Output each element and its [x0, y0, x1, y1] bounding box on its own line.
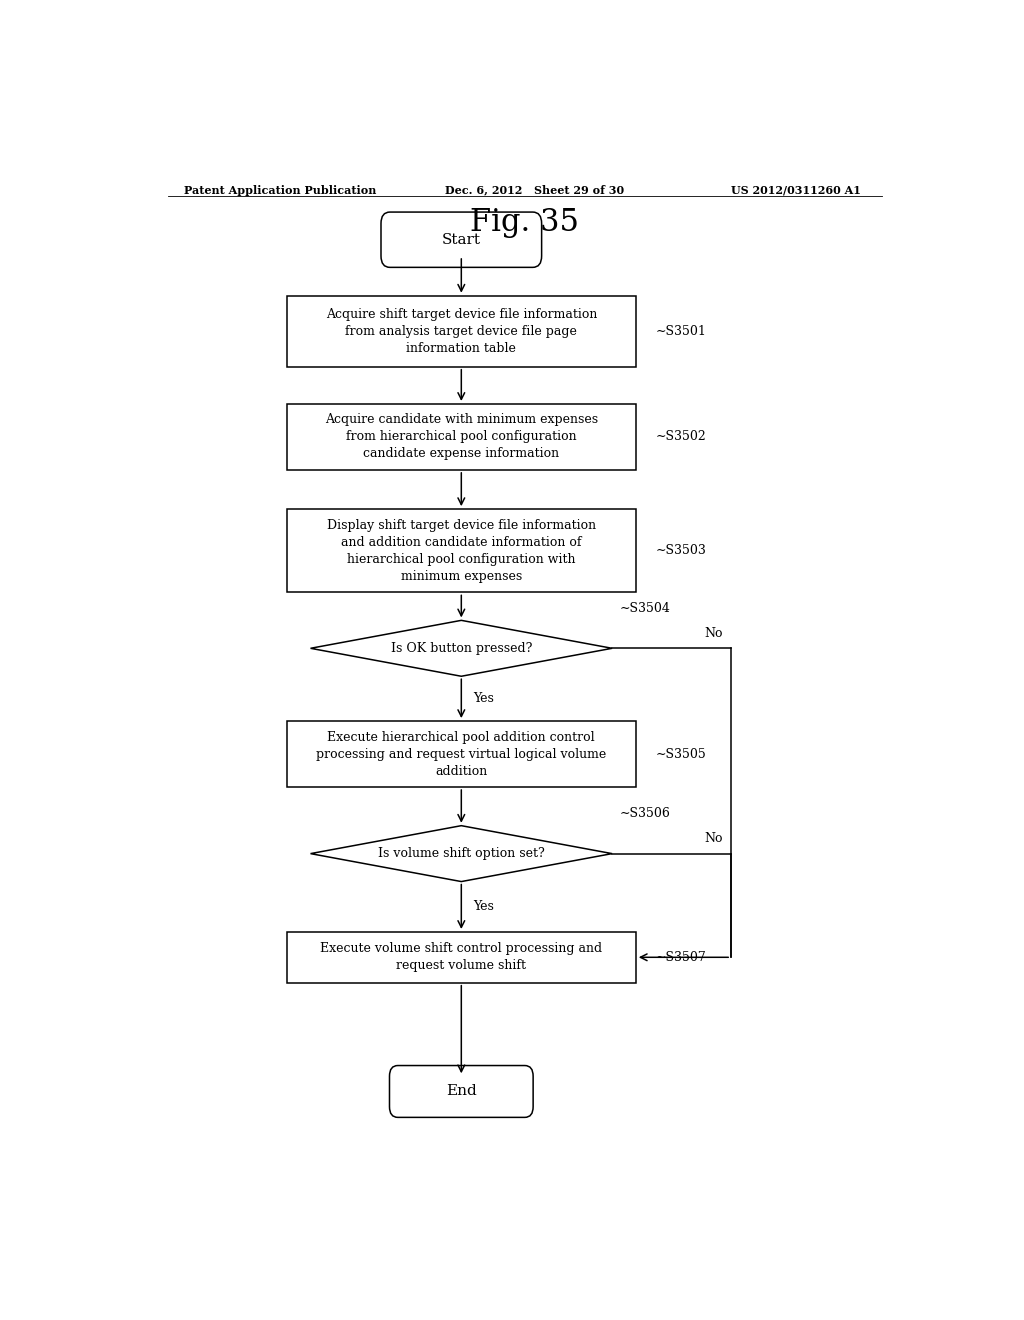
Text: Dec. 6, 2012   Sheet 29 of 30: Dec. 6, 2012 Sheet 29 of 30 [445, 185, 625, 195]
Polygon shape [310, 826, 612, 882]
Text: ∼S3502: ∼S3502 [655, 430, 707, 444]
Bar [287, 404, 636, 470]
Text: Display shift target device file information
and addition candidate information : Display shift target device file informa… [327, 519, 596, 582]
Text: Execute volume shift control processing and
request volume shift: Execute volume shift control processing … [321, 942, 602, 973]
Text: Is volume shift option set?: Is volume shift option set? [378, 847, 545, 861]
Text: Is OK button pressed?: Is OK button pressed? [390, 642, 532, 655]
Text: ∼S3501: ∼S3501 [655, 325, 707, 338]
Text: Yes: Yes [473, 692, 495, 705]
Polygon shape [310, 620, 612, 676]
Text: Start: Start [441, 232, 481, 247]
Text: No: No [705, 833, 723, 846]
Text: Fig. 35: Fig. 35 [470, 207, 580, 238]
Text: Patent Application Publication: Patent Application Publication [183, 185, 376, 195]
Text: ∼S3507: ∼S3507 [655, 950, 707, 964]
FancyBboxPatch shape [381, 213, 542, 268]
Text: Execute hierarchical pool addition control
processing and request virtual logica: Execute hierarchical pool addition contr… [316, 730, 606, 777]
Text: Acquire shift target device file information
from analysis target device file pa: Acquire shift target device file informa… [326, 308, 597, 355]
Bar [287, 510, 636, 593]
Bar [287, 932, 636, 982]
Text: Acquire candidate with minimum expenses
from hierarchical pool configuration
can: Acquire candidate with minimum expenses … [325, 413, 598, 461]
Bar [287, 296, 636, 367]
Text: ∼S3503: ∼S3503 [655, 544, 707, 557]
Bar [287, 721, 636, 787]
Text: Yes: Yes [473, 900, 495, 913]
Text: US 2012/0311260 A1: US 2012/0311260 A1 [731, 185, 861, 195]
Text: ∼S3505: ∼S3505 [655, 747, 707, 760]
FancyBboxPatch shape [389, 1065, 534, 1117]
Text: End: End [445, 1085, 477, 1098]
Text: ∼S3506: ∼S3506 [620, 807, 671, 820]
Text: No: No [705, 627, 723, 640]
Text: ∼S3504: ∼S3504 [620, 602, 671, 615]
